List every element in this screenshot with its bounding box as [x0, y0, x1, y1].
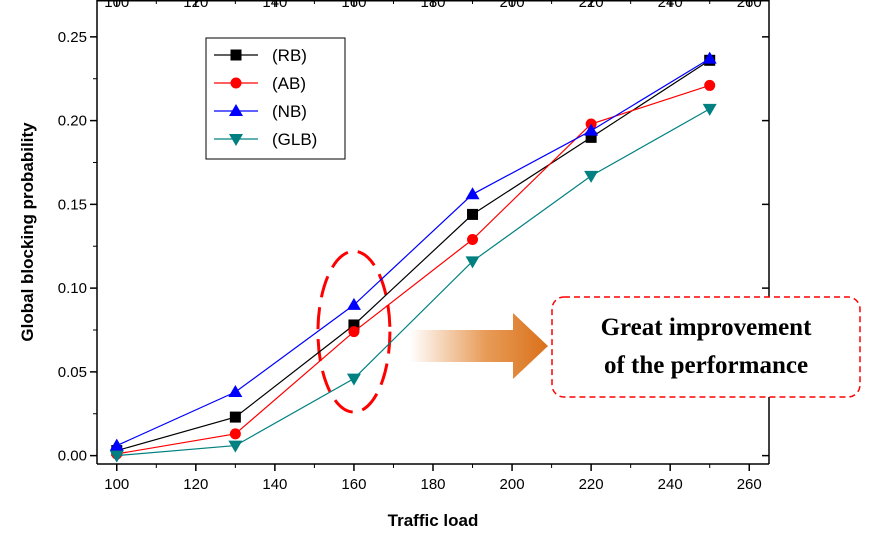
data-point-glb — [228, 440, 243, 453]
x-top-tick-label: 100 — [104, 0, 129, 11]
legend-marker-ab — [230, 77, 242, 89]
x-top-tick-label: 140 — [262, 0, 287, 11]
x-top-tick-label: 260 — [737, 0, 762, 11]
y-tick-label: 0.25 — [58, 29, 87, 46]
series-layer — [109, 51, 717, 463]
x-top-tick-label: 240 — [658, 0, 683, 11]
x-tick-label: 120 — [183, 476, 208, 493]
data-point-rb — [229, 411, 241, 423]
x-tick-label: 240 — [658, 476, 683, 493]
series-line-nb — [116, 58, 711, 447]
annotation-line-1: Great improvement — [601, 314, 813, 341]
data-point-glb — [346, 373, 361, 386]
annotation-box — [551, 296, 861, 398]
legend-item-glb: (GLB) — [214, 130, 317, 149]
data-point-rb — [585, 131, 597, 143]
data-point-glb — [465, 256, 480, 269]
x-tick-label: 260 — [737, 476, 762, 493]
legend-marker-rb — [230, 49, 242, 61]
x-tick-label: 140 — [262, 476, 287, 493]
legend-item-rb: (RB) — [214, 46, 307, 65]
data-point-nb — [465, 187, 480, 200]
y-tick-label: 0.20 — [58, 113, 87, 130]
x-axis-ticks: 100 100 120 120 140 140 160 160 180 180 200 200 220 2… — [104, 0, 762, 493]
legend-label-ab: (AB) — [272, 74, 306, 93]
x-top-tick-label: 220 — [579, 0, 604, 11]
data-point-ab — [229, 428, 241, 440]
y-tick-label: 0.10 — [58, 280, 87, 297]
y-axis-title: Global blocking probability — [18, 122, 37, 342]
data-point-glb — [109, 450, 124, 463]
legend-label-glb: (GLB) — [272, 130, 317, 149]
data-point-glb — [702, 103, 717, 116]
series-nb — [109, 51, 717, 451]
data-point-nb — [109, 438, 124, 451]
series-glb — [109, 103, 717, 463]
x-tick-label: 160 — [341, 476, 366, 493]
data-point-ab — [704, 79, 716, 91]
x-tick-label: 100 — [104, 476, 129, 493]
legend-item-nb: (NB) — [214, 102, 307, 121]
legend-marker-nb — [229, 104, 243, 116]
x-top-tick-label: 180 — [420, 0, 445, 11]
improvement-arrow — [410, 313, 548, 379]
legend: (RB) (AB) (NB) (GLB) — [205, 37, 346, 160]
x-tick-label: 220 — [579, 476, 604, 493]
series-line-glb — [116, 108, 710, 457]
y-tick-label: 0.05 — [58, 364, 87, 381]
y-tick-label: 0.00 — [58, 448, 87, 465]
legend-label-rb: (RB) — [272, 46, 307, 65]
y-tick-label: 0.15 — [58, 196, 87, 213]
legend-label-nb: (NB) — [272, 102, 307, 121]
data-point-nb — [702, 51, 717, 64]
data-point-ab — [348, 326, 360, 338]
data-point-ab — [467, 234, 479, 246]
data-point-nb — [584, 123, 599, 136]
highlight-ellipse — [316, 249, 392, 414]
x-tick-label: 200 — [500, 476, 525, 493]
y-axis-ticks: 0.00 0.05 0.10 0.15 0.20 0.25 — [58, 29, 769, 465]
series-line-ab — [116, 84, 710, 455]
data-point-glb — [584, 170, 599, 183]
annotation-line-2: of the performance — [604, 352, 808, 379]
data-point-nb — [346, 297, 361, 310]
data-point-nb — [228, 384, 243, 397]
x-axis-title: Traffic load — [388, 511, 479, 530]
legend-item-ab: (AB) — [214, 74, 306, 93]
x-top-tick-label: 200 — [500, 0, 525, 11]
legend-marker-glb — [229, 134, 243, 146]
series-line-rb — [116, 59, 711, 452]
x-top-tick-label: 120 — [183, 0, 208, 11]
data-point-rb — [348, 319, 360, 331]
data-point-rb — [467, 208, 479, 220]
x-tick-label: 180 — [420, 476, 445, 493]
x-top-tick-label: 160 — [341, 0, 366, 11]
annotation: Great improvement of the performance — [316, 249, 861, 414]
